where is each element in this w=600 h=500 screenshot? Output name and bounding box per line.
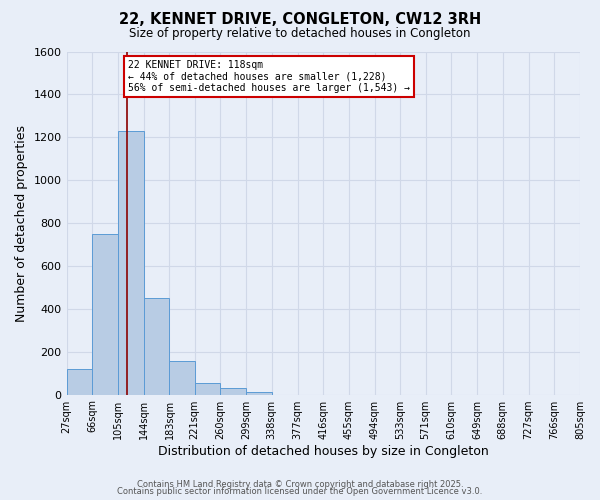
Text: 22, KENNET DRIVE, CONGLETON, CW12 3RH: 22, KENNET DRIVE, CONGLETON, CW12 3RH (119, 12, 481, 28)
Bar (92, 234, 118, 394)
Bar (220, 388, 246, 394)
Bar (246, 392, 272, 394)
Text: Size of property relative to detached houses in Congleton: Size of property relative to detached ho… (129, 28, 471, 40)
Bar (144, 298, 169, 394)
Bar (118, 131, 144, 394)
Bar (169, 362, 194, 394)
Text: Contains public sector information licensed under the Open Government Licence v3: Contains public sector information licen… (118, 487, 482, 496)
Bar (67, 369, 92, 394)
X-axis label: Distribution of detached houses by size in Congleton: Distribution of detached houses by size … (158, 444, 488, 458)
Text: 22 KENNET DRIVE: 118sqm
← 44% of detached houses are smaller (1,228)
56% of semi: 22 KENNET DRIVE: 118sqm ← 44% of detache… (128, 60, 410, 94)
Text: Contains HM Land Registry data © Crown copyright and database right 2025.: Contains HM Land Registry data © Crown c… (137, 480, 463, 489)
Bar (194, 383, 220, 394)
Y-axis label: Number of detached properties: Number of detached properties (15, 124, 28, 322)
